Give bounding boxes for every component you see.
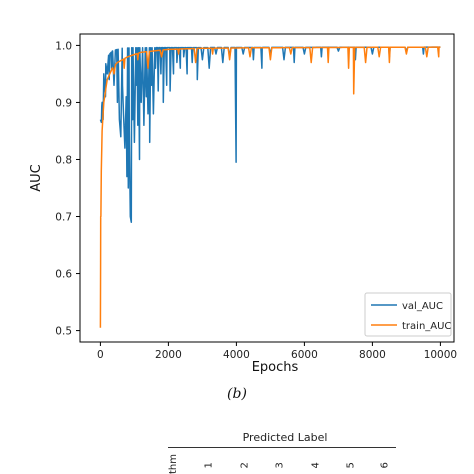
axis-layer: 0 2000 4000 6000 8000 10000 0.5 0.6 0.7 0.8 0.9 1.0	[55, 40, 457, 361]
y-tick-label: 0.7	[55, 212, 72, 224]
y-axis-title: AUC	[29, 164, 44, 192]
y-tick-label: 0.5	[55, 326, 72, 338]
figure-caption: (b)	[227, 386, 247, 402]
confusion-matrix-col-4: 4	[310, 462, 322, 469]
x-tick-label: 4000	[223, 349, 250, 361]
confusion-matrix-col-6: 6	[379, 462, 391, 469]
y-tick-label: 0.8	[55, 154, 72, 166]
x-tick-label: 0	[97, 349, 104, 361]
plot-frame	[79, 33, 455, 343]
legend: val_AUC train_AUC	[364, 292, 452, 337]
x-tick-label: 6000	[291, 349, 318, 361]
y-tick-label: 0.6	[55, 269, 72, 281]
confusion-matrix-side-label: thm	[168, 454, 179, 474]
legend-label-train-auc: train_AUC	[402, 321, 451, 332]
confusion-matrix-rule	[168, 447, 396, 448]
y-tick-label: 1.0	[55, 40, 72, 52]
x-tick-label: 10000	[424, 349, 457, 361]
auc-line-chart: 0 2000 4000 6000 8000 10000 0.5 0.6 0.7 0.8 0.9 1.0…	[29, 33, 457, 375]
confusion-matrix-col-1: 1	[203, 462, 215, 469]
legend-label-val-auc: val_AUC	[402, 301, 443, 312]
series-layer	[99, 46, 441, 328]
x-tick-label: 8000	[359, 349, 386, 361]
x-tick-label: 2000	[155, 349, 182, 361]
series-line-train-auc	[99, 46, 441, 328]
x-axis-title: Epochs	[252, 360, 299, 375]
confusion-matrix-col-5: 5	[345, 462, 357, 469]
y-tick-label: 0.9	[55, 97, 72, 109]
series-line-val-auc	[99, 46, 441, 223]
confusion-matrix-title: Predicted Label	[242, 431, 328, 444]
confusion-matrix-col-3: 3	[274, 462, 286, 469]
confusion-matrix-col-2: 2	[239, 462, 251, 469]
